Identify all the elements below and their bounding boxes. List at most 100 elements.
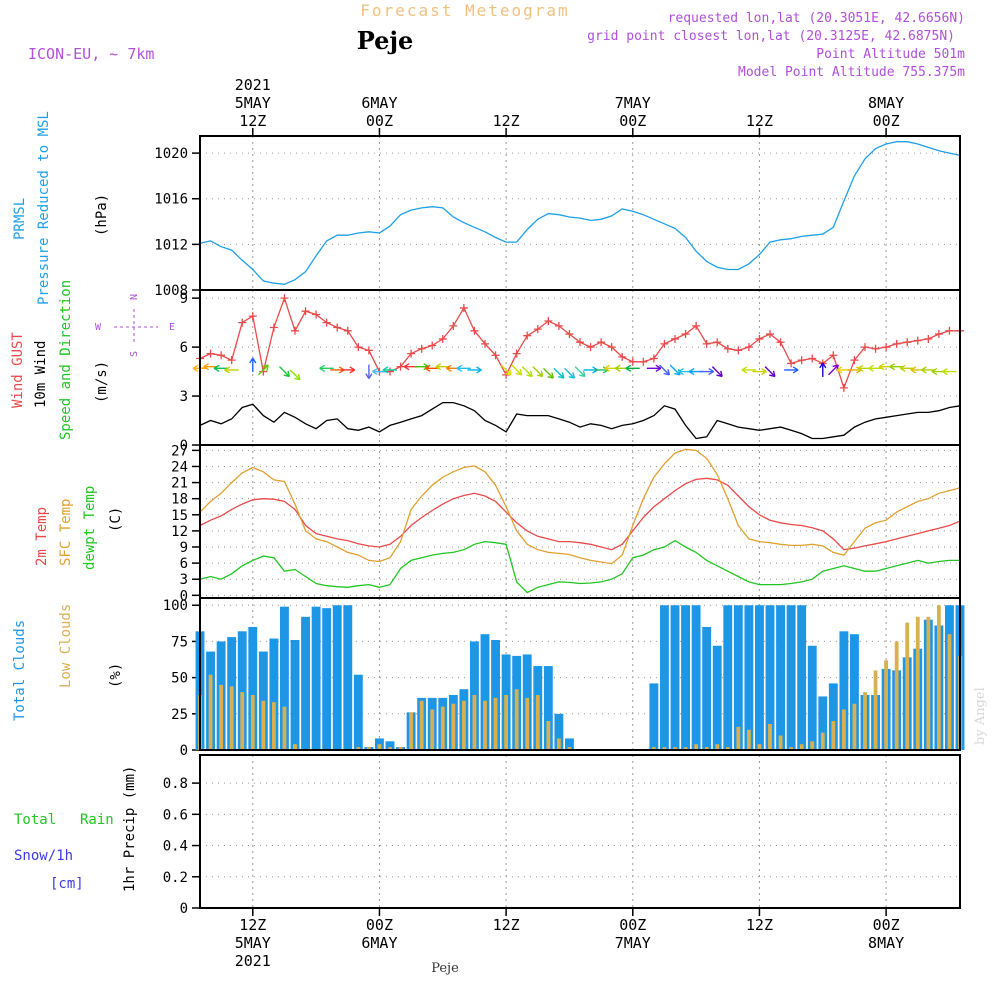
bar-low-cloud	[461, 700, 466, 750]
bar-low-cloud	[493, 697, 498, 750]
wind-arrow-head	[920, 366, 927, 374]
wind-arrow	[203, 363, 218, 371]
bar-low-cloud	[472, 694, 477, 750]
line-2m-temp	[199, 477, 961, 551]
bar-low-cloud	[419, 700, 424, 750]
frame-precip	[199, 754, 961, 909]
wind-arrow-shaft	[764, 366, 776, 377]
bar-low-cloud	[651, 747, 656, 750]
top-time-label: 5MAY	[235, 94, 271, 112]
line-10m-wind	[199, 401, 961, 440]
ytick-label-clouds: 100	[163, 598, 188, 614]
wind-arrow	[319, 364, 334, 372]
wind-arrow-head	[678, 367, 684, 376]
celsius-label: (C)	[108, 507, 124, 532]
top-time-label: 8MAY	[868, 94, 904, 112]
total-label: Total	[14, 812, 56, 828]
ms-label: (m/s)	[94, 361, 110, 403]
gust-marker	[607, 343, 616, 352]
wind-arrow	[542, 367, 554, 379]
gust-marker	[628, 357, 637, 366]
gust-marker	[354, 343, 363, 352]
bar-low-cloud	[725, 747, 730, 750]
wind-arrow-shaft	[279, 366, 290, 377]
wind-arrow-head	[836, 366, 843, 374]
wind-arrow-head	[515, 369, 523, 376]
wind-arrow	[553, 367, 565, 379]
sfc-temp-label: SFC Temp	[58, 499, 74, 566]
bar-total-cloud	[237, 631, 247, 750]
wind-arrow	[784, 366, 799, 374]
bar-low-cloud	[240, 692, 245, 750]
gust-marker	[470, 326, 479, 335]
gust-marker	[491, 351, 500, 360]
wind-arrow-head	[792, 366, 799, 374]
ytick-label-wind: 0	[180, 438, 188, 454]
prmsl-label: PRMSL	[12, 198, 28, 240]
bar-low-cloud	[947, 634, 952, 750]
gust-marker	[248, 312, 257, 321]
top-time-label: 7MAY	[615, 94, 651, 112]
bar-low-cloud	[229, 686, 234, 750]
panel-pressure: 1008 1012 1016 1020	[154, 135, 961, 299]
ytick-label-temperature: 15	[171, 508, 188, 524]
bar-low-cloud	[662, 747, 667, 750]
gust-marker	[839, 383, 848, 392]
bar-total-cloud	[480, 634, 490, 750]
bar-total-cloud	[385, 741, 395, 750]
gust-marker	[723, 344, 732, 353]
ytick-label-pressure: 1016	[154, 192, 188, 208]
wind-arrow-head	[663, 369, 671, 376]
bar-low-cloud	[366, 747, 371, 750]
wind-arrow-head	[819, 362, 827, 369]
ytick-label-wind: 9	[180, 291, 188, 307]
bar-low-cloud	[894, 641, 899, 750]
ytick-label-temperature: 9	[180, 540, 188, 556]
bar-low-cloud	[873, 670, 878, 750]
wind-arrow-head	[547, 372, 554, 379]
top-time-label: 2021	[235, 76, 271, 94]
footer-location: Peje	[431, 961, 459, 976]
wind-arrow	[699, 367, 715, 376]
bar-low-cloud	[440, 706, 445, 750]
wind-arrow-head	[655, 364, 662, 372]
wind-arrow	[741, 366, 756, 374]
wind-arrow	[249, 357, 257, 373]
gust-marker	[618, 352, 627, 361]
bar-total-cloud	[681, 605, 690, 750]
bar-low-cloud	[388, 747, 392, 750]
bar-total-cloud	[290, 639, 300, 750]
gust-marker	[269, 323, 278, 332]
gust-marker	[280, 294, 289, 303]
gust-marker	[533, 325, 542, 334]
ytick-label-temperature: 24	[171, 459, 188, 475]
bar-low-cloud	[841, 709, 846, 750]
bar-total-cloud	[353, 674, 363, 750]
wind-arrow-head	[365, 373, 373, 379]
bar-total-cloud	[744, 605, 754, 750]
top-time-label: 00Z	[619, 112, 646, 130]
bar-low-cloud	[250, 694, 255, 750]
bar-low-cloud	[884, 660, 889, 750]
wind-arrow-head	[435, 363, 442, 371]
gust-marker	[871, 344, 880, 353]
bar-low-cloud	[746, 729, 751, 750]
bar-low-cloud	[282, 706, 287, 750]
ytick-label-temperature: 6	[180, 556, 188, 572]
line-sfc-temp	[199, 448, 961, 565]
wind-arrow	[711, 366, 723, 378]
gust-marker	[565, 330, 574, 339]
wind-arrow-head	[224, 366, 231, 374]
point-altitude: Point Altitude 501m	[816, 47, 965, 62]
wind-arrow-head	[688, 367, 695, 376]
gust-marker	[850, 356, 859, 365]
bar-total-cloud	[322, 608, 332, 750]
bar-total-cloud	[311, 606, 321, 750]
wind-arrow-shaft	[500, 364, 512, 376]
wind-arrow-head	[526, 370, 533, 378]
bar-low-cloud	[514, 689, 519, 750]
panel-wind: 0 3 6 9	[180, 289, 964, 454]
ytick-label-clouds: 75	[171, 634, 188, 650]
wind-arrow	[752, 367, 767, 376]
wind-arrow	[669, 364, 681, 376]
